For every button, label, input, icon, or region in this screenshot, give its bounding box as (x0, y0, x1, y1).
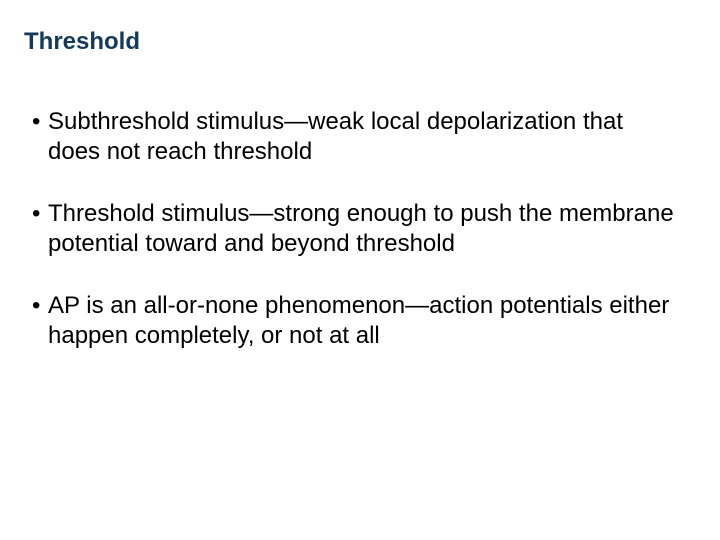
bullet-item: • Threshold stimulus—strong enough to pu… (32, 199, 688, 259)
slide-body: • Subthreshold stimulus—weak local depol… (24, 107, 688, 351)
bullet-item: • AP is an all-or-none phenomenon—action… (32, 291, 688, 351)
bullet-marker-icon: • (32, 291, 48, 321)
bullet-text: Subthreshold stimulus—weak local depolar… (48, 107, 688, 167)
bullet-marker-icon: • (32, 107, 48, 137)
bullet-text: AP is an all-or-none phenomenon—action p… (48, 291, 688, 351)
slide: Threshold • Subthreshold stimulus—weak l… (0, 0, 720, 540)
bullet-item: • Subthreshold stimulus—weak local depol… (32, 107, 688, 167)
bullet-text: Threshold stimulus—strong enough to push… (48, 199, 688, 259)
bullet-marker-icon: • (32, 199, 48, 229)
slide-title: Threshold (24, 28, 688, 57)
